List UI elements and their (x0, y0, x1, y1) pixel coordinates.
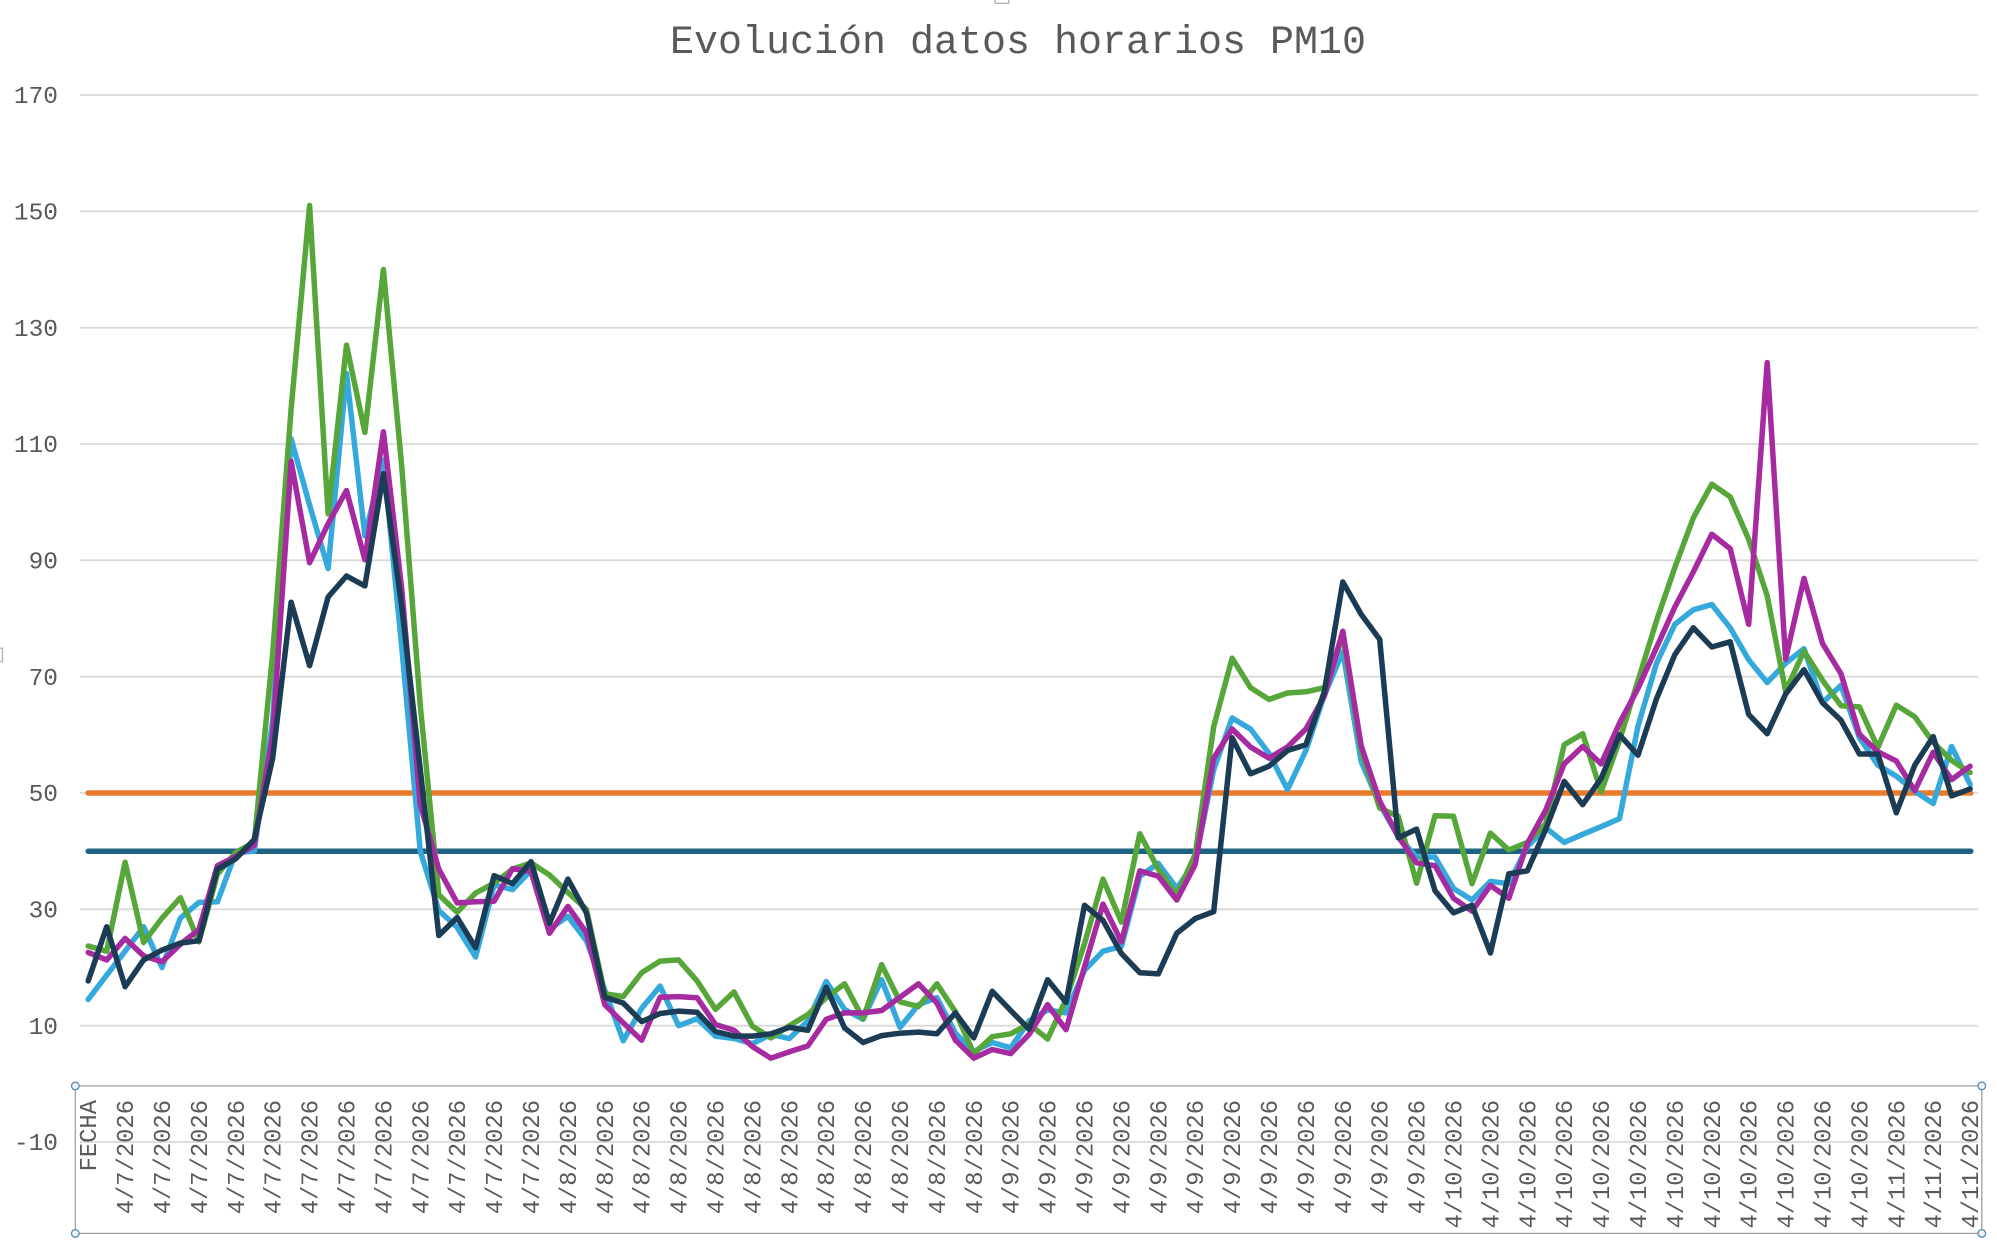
svg-text:4/10/2026: 4/10/2026 (1775, 1100, 1802, 1229)
svg-text:170: 170 (14, 84, 58, 111)
svg-text:110: 110 (14, 433, 58, 460)
svg-text:4/8/2026: 4/8/2026 (631, 1100, 658, 1214)
svg-text:4/10/2026: 4/10/2026 (1701, 1100, 1728, 1229)
svg-text:4/10/2026: 4/10/2026 (1664, 1100, 1691, 1229)
svg-text:150: 150 (14, 201, 58, 228)
svg-text:4/8/2026: 4/8/2026 (815, 1100, 842, 1214)
svg-text:4/10/2026: 4/10/2026 (1812, 1100, 1839, 1229)
svg-text:4/11/2026: 4/11/2026 (1922, 1100, 1949, 1229)
svg-text:4/8/2026: 4/8/2026 (963, 1100, 990, 1214)
svg-text:4/9/2026: 4/9/2026 (1147, 1100, 1174, 1214)
svg-text:Evolución datos horarios PM10: Evolución datos horarios PM10 (670, 21, 1366, 66)
svg-text:4/7/2026: 4/7/2026 (114, 1100, 141, 1214)
svg-text:4/9/2026: 4/9/2026 (1110, 1100, 1137, 1214)
svg-text:4/9/2026: 4/9/2026 (1074, 1100, 1101, 1214)
svg-text:4/9/2026: 4/9/2026 (1332, 1100, 1359, 1214)
svg-text:4/9/2026: 4/9/2026 (1000, 1100, 1027, 1214)
svg-text:4/8/2026: 4/8/2026 (889, 1100, 916, 1214)
svg-text:-10: -10 (14, 1131, 58, 1158)
svg-text:70: 70 (29, 666, 58, 693)
svg-text:4/9/2026: 4/9/2026 (1406, 1100, 1433, 1214)
svg-text:4/7/2026: 4/7/2026 (372, 1100, 399, 1214)
svg-text:4/7/2026: 4/7/2026 (336, 1100, 363, 1214)
svg-text:4/9/2026: 4/9/2026 (1369, 1100, 1396, 1214)
svg-text:4/7/2026: 4/7/2026 (262, 1100, 289, 1214)
svg-text:50: 50 (29, 782, 58, 809)
svg-text:4/11/2026: 4/11/2026 (1959, 1100, 1986, 1229)
svg-text:4/7/2026: 4/7/2026 (446, 1100, 473, 1214)
svg-text:4/9/2026: 4/9/2026 (1295, 1100, 1322, 1214)
svg-text:4/7/2026: 4/7/2026 (483, 1100, 510, 1214)
svg-text:4/10/2026: 4/10/2026 (1590, 1100, 1617, 1229)
svg-text:4/10/2026: 4/10/2026 (1627, 1100, 1654, 1229)
svg-text:4/9/2026: 4/9/2026 (1037, 1100, 1064, 1214)
svg-text:90: 90 (29, 550, 58, 577)
svg-text:4/10/2026: 4/10/2026 (1553, 1100, 1580, 1229)
svg-text:30: 30 (29, 899, 58, 926)
svg-text:FECHA: FECHA (77, 1099, 104, 1171)
svg-text:4/8/2026: 4/8/2026 (594, 1100, 621, 1214)
svg-text:4/10/2026: 4/10/2026 (1479, 1100, 1506, 1229)
svg-text:4/8/2026: 4/8/2026 (668, 1100, 695, 1214)
svg-text:4/7/2026: 4/7/2026 (520, 1100, 547, 1214)
svg-text:4/7/2026: 4/7/2026 (409, 1100, 436, 1214)
svg-text:4/8/2026: 4/8/2026 (705, 1100, 732, 1214)
svg-text:130: 130 (14, 317, 58, 344)
svg-text:10: 10 (29, 1015, 58, 1042)
svg-text:4/10/2026: 4/10/2026 (1516, 1100, 1543, 1229)
svg-text:4/9/2026: 4/9/2026 (1258, 1100, 1285, 1214)
svg-text:4/7/2026: 4/7/2026 (299, 1100, 326, 1214)
svg-text:4/7/2026: 4/7/2026 (188, 1100, 215, 1214)
svg-text:4/10/2026: 4/10/2026 (1443, 1100, 1470, 1229)
svg-text:4/9/2026: 4/9/2026 (1184, 1100, 1211, 1214)
svg-text:4/8/2026: 4/8/2026 (557, 1100, 584, 1214)
svg-text:4/7/2026: 4/7/2026 (225, 1100, 252, 1214)
svg-text:4/8/2026: 4/8/2026 (741, 1100, 768, 1214)
svg-text:4/10/2026: 4/10/2026 (1738, 1100, 1765, 1229)
svg-text:4/9/2026: 4/9/2026 (1221, 1100, 1248, 1214)
svg-text:4/7/2026: 4/7/2026 (151, 1100, 178, 1214)
svg-text:4/8/2026: 4/8/2026 (778, 1100, 805, 1214)
svg-text:4/8/2026: 4/8/2026 (852, 1100, 879, 1214)
svg-text:4/10/2026: 4/10/2026 (1848, 1100, 1875, 1229)
svg-text:4/8/2026: 4/8/2026 (926, 1100, 953, 1214)
svg-text:4/11/2026: 4/11/2026 (1885, 1100, 1912, 1229)
